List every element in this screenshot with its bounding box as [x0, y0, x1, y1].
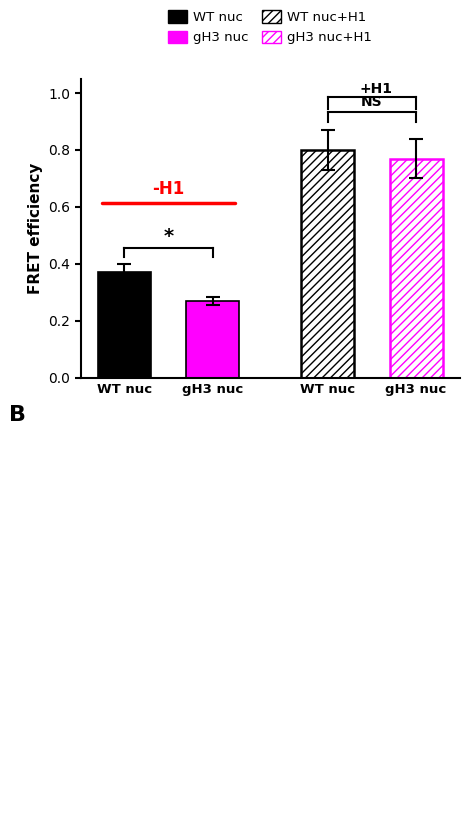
Text: NS: NS: [361, 95, 383, 110]
Text: B: B: [9, 405, 27, 425]
Bar: [390, 159, 443, 378]
Text: -H1: -H1: [153, 180, 185, 198]
Text: +H1: +H1: [360, 82, 393, 96]
Legend: WT nuc, gH3 nuc, WT nuc+H1, gH3 nuc+H1: WT nuc, gH3 nuc, WT nuc+H1, gH3 nuc+H1: [164, 6, 376, 48]
Text: *: *: [164, 227, 173, 246]
Bar: [98, 272, 151, 378]
Bar: [186, 300, 239, 378]
Y-axis label: FRET efficiency: FRET efficiency: [27, 163, 43, 294]
Bar: [301, 150, 354, 378]
